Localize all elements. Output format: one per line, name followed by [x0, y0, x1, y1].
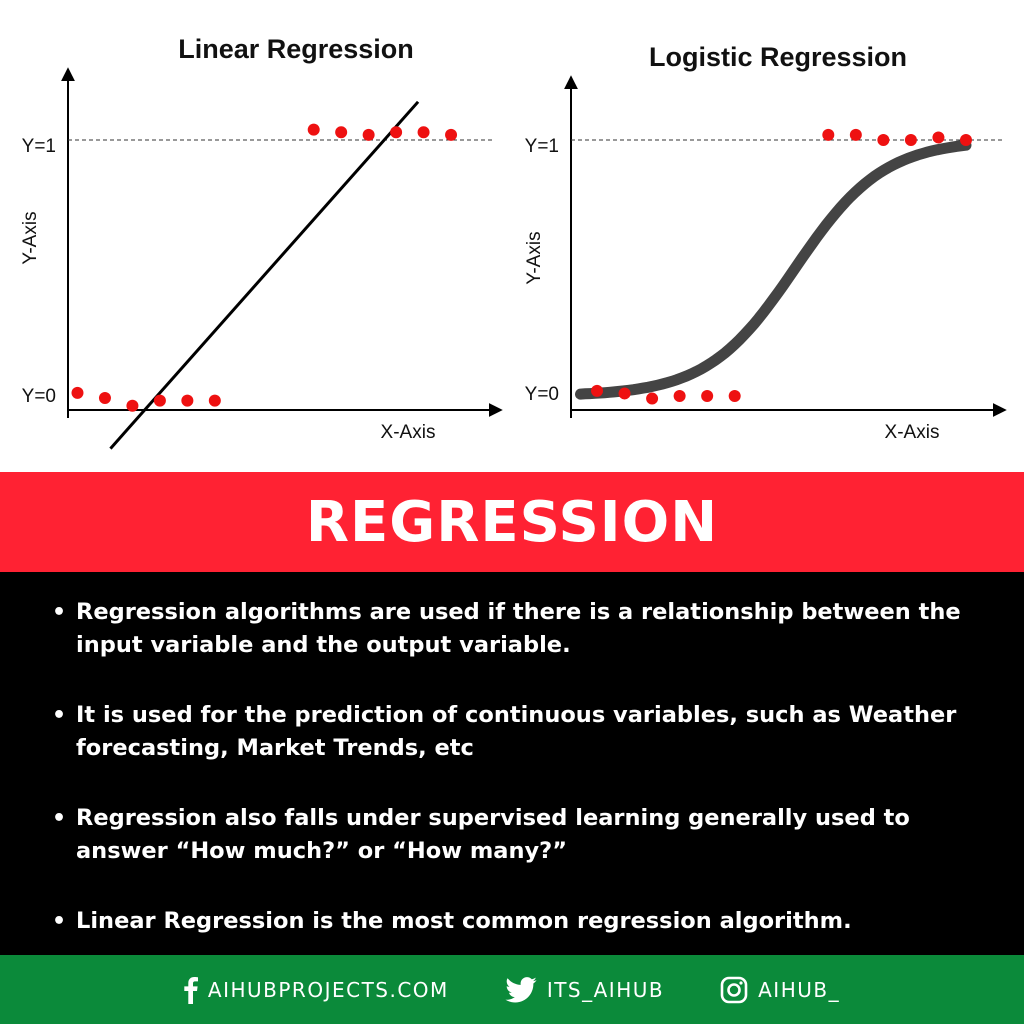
data-point	[591, 384, 604, 397]
regression-charts: Linear RegressionY=0Y=1Y-AxisX-AxisLogis…	[20, 34, 1007, 450]
twitter-icon	[505, 976, 537, 1002]
data-point	[877, 134, 890, 146]
chart-title: Logistic Regression	[649, 42, 907, 72]
data-point	[673, 390, 686, 402]
data-point	[335, 126, 348, 139]
facebook-icon	[184, 976, 198, 1004]
title-banner: REGRESSION	[0, 472, 1024, 572]
y-tick-label: Y=1	[525, 136, 559, 157]
banner-title: REGRESSION	[305, 489, 719, 555]
data-point	[646, 392, 659, 405]
charts-area: Linear Regression Y=0 Y=1 Y-Axis X-Axis Logis…	[0, 0, 1024, 472]
bullet-item: It is used for the prediction of continu…	[48, 699, 986, 765]
data-point	[728, 390, 741, 402]
data-point	[153, 394, 166, 407]
x-axis-title: X-Axis	[381, 422, 436, 443]
bullet-list: Regression algorithms are used if there …	[0, 572, 1024, 938]
chart-panel-linear: Linear Regression Y=0 Y=1 Y-Axis X-Axis	[20, 34, 503, 450]
data-point	[126, 399, 139, 412]
instagram-label: AIHUB_	[758, 977, 841, 1002]
facebook-label: AIHUBPROJECTS.COM	[207, 977, 449, 1002]
data-point	[71, 386, 84, 399]
chart-panel-logistic: Logistic Regression Y=0 Y=1 Y-Axis X-Axis	[524, 42, 1007, 443]
data-point	[932, 131, 945, 144]
data-point	[417, 126, 430, 139]
content-panel: Regression algorithms are used if there …	[0, 572, 1024, 955]
bullet-item: Linear Regression is the most common reg…	[48, 905, 986, 938]
y-tick-label: Y=0	[525, 384, 559, 405]
data-point	[390, 126, 403, 139]
data-point	[208, 394, 221, 407]
data-point	[849, 128, 862, 141]
footer-bar: AIHUBPROJECTS.COM ITS_AIHUB AIHUB_	[0, 955, 1024, 1024]
data-point	[181, 394, 194, 407]
data-point	[904, 134, 917, 146]
data-point	[307, 123, 320, 136]
instagram-icon	[720, 976, 748, 1003]
instagram-link[interactable]: AIHUB_	[720, 976, 840, 1004]
twitter-link[interactable]: ITS_AIHUB	[505, 976, 665, 1003]
bullet-item: Regression algorithms are used if there …	[48, 596, 986, 662]
bullet-item: Regression also falls under supervised l…	[48, 802, 986, 868]
twitter-label: ITS_AIHUB	[546, 977, 665, 1002]
data-point	[362, 128, 375, 141]
x-axis-title: X-Axis	[885, 422, 940, 443]
y-tick-label: Y=0	[22, 386, 56, 407]
chart-title: Linear Regression	[178, 34, 414, 64]
data-point	[822, 128, 835, 141]
y-tick-label: Y=1	[22, 136, 56, 157]
y-axis-title: Y-Axis	[20, 211, 41, 264]
sigmoid-curve	[575, 139, 972, 400]
data-point	[618, 387, 631, 400]
facebook-link[interactable]: AIHUBPROJECTS.COM	[184, 976, 449, 1004]
y-axis-title: Y-Axis	[524, 231, 545, 284]
regression-line	[109, 100, 420, 450]
data-point	[959, 134, 972, 146]
data-point	[98, 392, 111, 404]
data-point	[701, 390, 714, 402]
data-point	[445, 128, 458, 141]
